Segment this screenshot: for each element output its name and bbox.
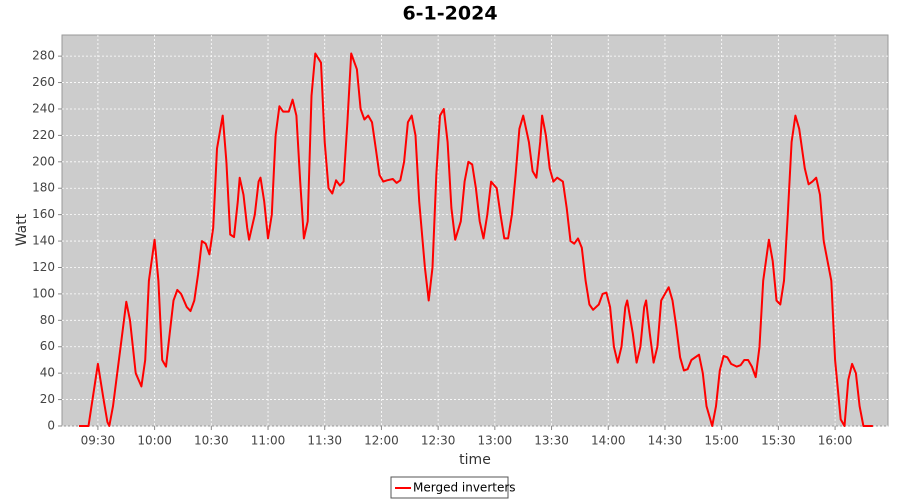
x-tick-label: 15:00: [704, 434, 739, 448]
y-tick-label: 100: [32, 286, 55, 300]
y-tick-label: 180: [32, 181, 55, 195]
y-tick-label: 240: [32, 101, 55, 115]
x-tick-label: 13:30: [534, 434, 569, 448]
legend-box: [390, 476, 509, 499]
x-tick-label: 11:30: [307, 434, 342, 448]
x-tick-label: 11:00: [251, 434, 286, 448]
x-axis-title: time: [459, 452, 491, 468]
x-tick-label: 15:30: [761, 434, 796, 448]
x-tick-label: 13:00: [478, 434, 513, 448]
x-tick-label: 09:30: [81, 434, 116, 448]
y-tick-label: 160: [32, 207, 55, 221]
x-tick-label: 12:30: [421, 434, 456, 448]
y-tick-label: 40: [40, 366, 55, 380]
chart-title: 6-1-2024: [402, 3, 497, 25]
y-tick-label: 20: [40, 392, 55, 406]
y-tick-label: 200: [32, 154, 55, 168]
y-tick-label: 80: [40, 313, 55, 327]
x-tick-label: 12:00: [364, 434, 399, 448]
y-tick-label: 280: [32, 49, 55, 63]
plot-area: [61, 34, 889, 427]
y-tick-label: 120: [32, 260, 55, 274]
y-tick-label: 220: [32, 128, 55, 142]
x-tick-label: 10:30: [194, 434, 229, 448]
x-tick-label: 10:00: [137, 434, 172, 448]
y-tick-label: 60: [40, 339, 55, 353]
legend-label: Merged inverters: [413, 481, 516, 495]
data-line: [79, 52, 873, 427]
y-tick-label: 0: [47, 419, 55, 433]
y-tick-label: 260: [32, 75, 55, 89]
x-tick-label: 14:30: [648, 434, 683, 448]
y-tick-label: 140: [32, 234, 55, 248]
y-axis-title: Watt: [14, 213, 30, 246]
x-tick-label: 16:00: [818, 434, 853, 448]
x-tick-label: 14:00: [591, 434, 626, 448]
